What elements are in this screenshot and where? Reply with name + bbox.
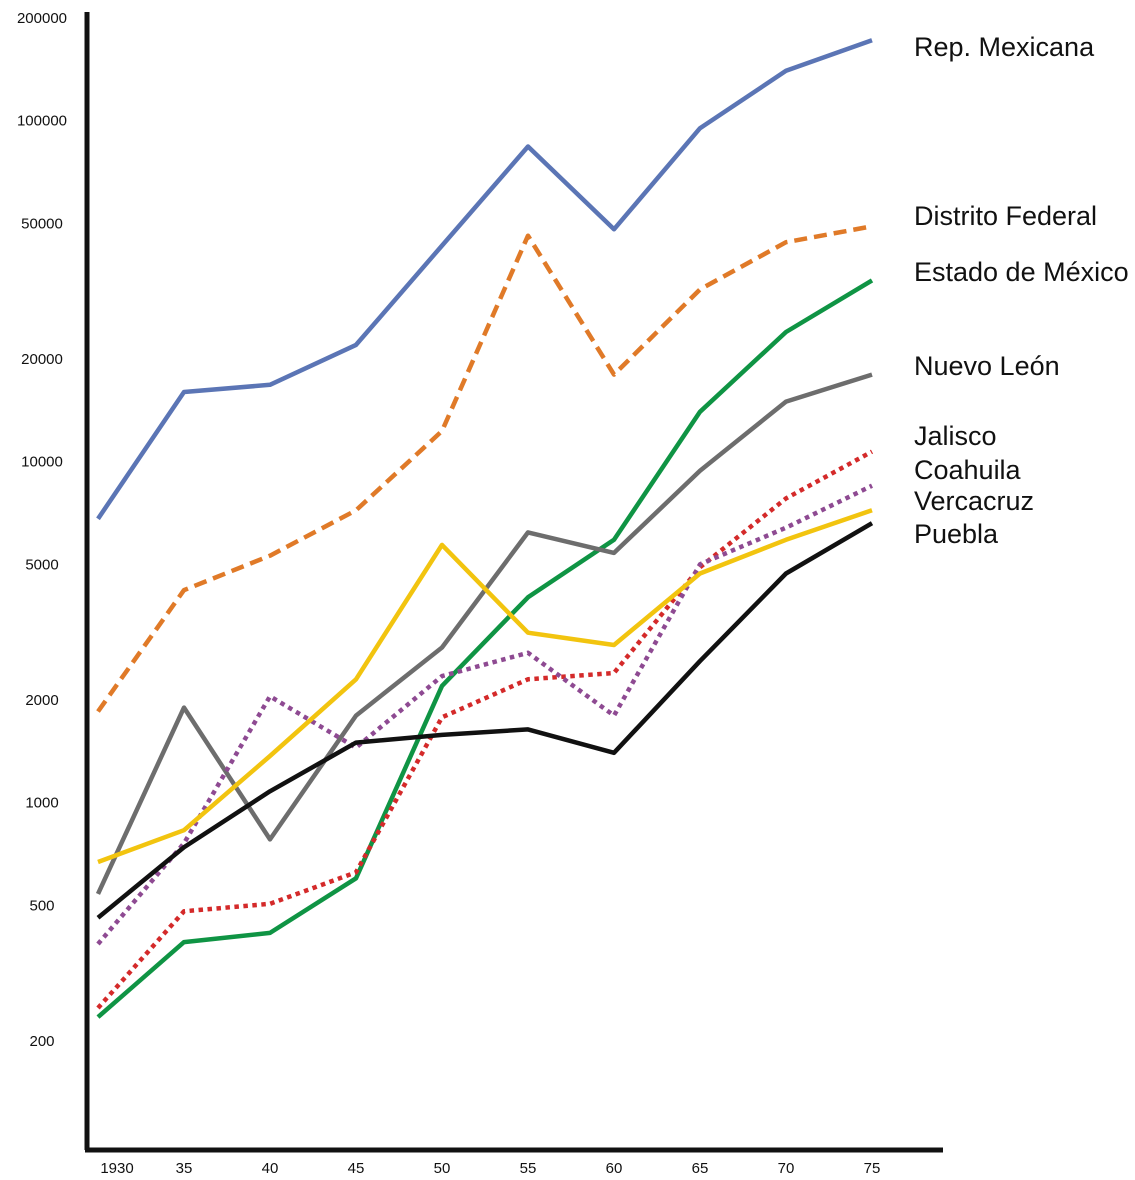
- y-tick-label: 2000: [25, 692, 58, 709]
- x-tick-label: 35: [176, 1160, 193, 1177]
- x-tick-label: 75: [864, 1160, 881, 1177]
- y-tick-label: 10000: [21, 454, 63, 471]
- y-tick-label: 200000: [17, 10, 67, 27]
- y-tick-label: 1000: [25, 795, 58, 812]
- x-tick-label: 55: [520, 1160, 537, 1177]
- x-tick-label: 40: [262, 1160, 279, 1177]
- series-label-vercacruz: Vercacruz: [914, 486, 1034, 516]
- series-line-coahuila: [97, 508, 873, 865]
- y-tick-label: 200: [29, 1033, 54, 1050]
- series-label-rep-mexicana: Rep. Mexicana: [914, 32, 1095, 62]
- y-tick-label: 50000: [21, 215, 63, 232]
- x-tick-label: 45: [348, 1160, 365, 1177]
- x-tick-label: 60: [606, 1160, 623, 1177]
- series-label-nuevo-leon: Nuevo León: [914, 351, 1060, 381]
- x-tick-label: 1930: [100, 1160, 133, 1177]
- x-tick-label: 70: [778, 1160, 795, 1177]
- series-line-estado-de-mexico: [96, 278, 874, 1019]
- series-line-nuevo-leon: [95, 372, 873, 895]
- series-label-puebla: Puebla: [914, 519, 999, 549]
- series-label-jalisco: Jalisco: [914, 421, 997, 451]
- y-tick-label: 20000: [21, 351, 63, 368]
- series-line-rep-mexicana: [96, 38, 873, 521]
- y-tick-label: 500: [29, 897, 54, 914]
- series-line-puebla: [96, 521, 874, 920]
- x-tick-label: 50: [434, 1160, 451, 1177]
- x-tick-label: 65: [692, 1160, 709, 1177]
- series-line-jalisco: [96, 449, 874, 1010]
- y-tick-label: 100000: [17, 113, 67, 130]
- series-label-distrito-federal: Distrito Federal: [914, 201, 1097, 231]
- series-label-coahuila: Coahuila: [914, 455, 1022, 485]
- series-line-vercacruz: [96, 483, 873, 946]
- series-line-distrito-federal: [96, 224, 873, 713]
- y-tick-label: 5000: [25, 556, 58, 573]
- series-label-estado-de-mexico: Estado de México: [914, 257, 1129, 287]
